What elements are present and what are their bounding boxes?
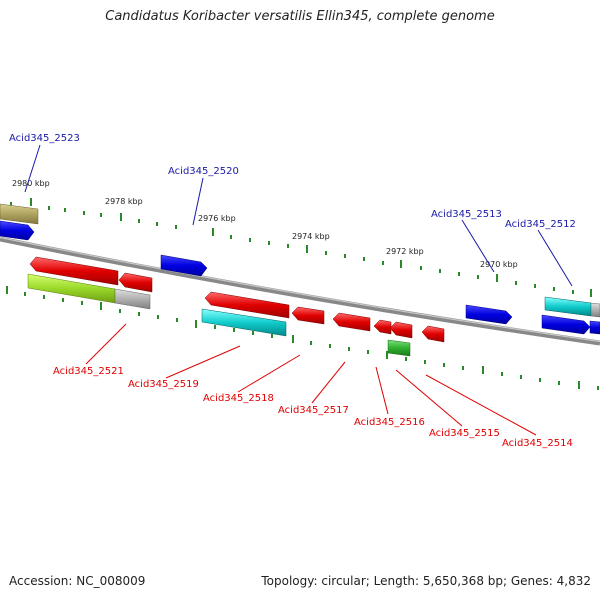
gene-olive[interactable] [0, 203, 39, 225]
bottom-leader-lines [85, 323, 537, 436]
tick-label-2972: 2972 kbp [386, 247, 424, 256]
gene-acid345-2520[interactable] [160, 254, 208, 277]
gene-label-acid345-2512[interactable]: Acid345_2512 [505, 219, 576, 230]
gene-label-acid345-2520[interactable]: Acid345_2520 [168, 166, 239, 177]
gene-acid345-2523[interactable] [0, 220, 35, 241]
gene-acid345-2513[interactable] [465, 304, 513, 325]
tick-label-2976: 2976 kbp [198, 214, 236, 223]
genome-backbone [0, 236, 600, 346]
gene-red-b[interactable] [118, 272, 153, 293]
gene-acid345-2515[interactable] [389, 321, 413, 339]
tick-label-2974: 2974 kbp [292, 232, 330, 241]
accession-text: Accession: NC_008009 [9, 574, 146, 588]
gene-label-acid345-2514[interactable]: Acid345_2514 [502, 438, 573, 449]
tick-label-2978: 2978 kbp [105, 197, 143, 206]
map-title: Candidatus Koribacter versatilis Ellin34… [105, 9, 495, 24]
topology-summary: Topology: circular; Length: 5,650,368 bp… [261, 574, 591, 588]
upper-tick-track [10, 198, 592, 297]
gene-green-small[interactable] [387, 339, 411, 357]
gene-acid345-2516[interactable] [373, 319, 392, 335]
gene-label-acid345-2523[interactable]: Acid345_2523 [9, 133, 80, 144]
tick-label-2970: 2970 kbp [480, 260, 518, 269]
gene-acid345-2514[interactable] [421, 325, 445, 343]
tick-label-2980: 2980 kbp [12, 179, 50, 188]
gene-blue-right[interactable] [541, 314, 591, 335]
gene-red-a[interactable] [29, 256, 119, 286]
gene-grey-right[interactable] [590, 302, 600, 318]
gene-grey-a[interactable] [114, 288, 151, 310]
gene-acid345-2512[interactable] [544, 296, 592, 317]
gene-label-acid345-2517[interactable]: Acid345_2517 [278, 405, 349, 416]
lower-tick-track [6, 286, 599, 390]
gene-blue-edge[interactable] [589, 320, 600, 335]
gene-red-c[interactable] [204, 291, 290, 319]
gene-acid345-2518[interactable] [291, 306, 325, 325]
gene-label-acid345-2515[interactable]: Acid345_2515 [429, 428, 500, 439]
gene-acid345-2519[interactable] [201, 308, 287, 337]
gene-label-acid345-2519[interactable]: Acid345_2519 [128, 379, 199, 390]
gene-label-acid345-2521[interactable]: Acid345_2521 [53, 366, 124, 377]
top-leader-lines [24, 144, 573, 287]
gene-acid345-2517[interactable] [332, 312, 371, 332]
gene-label-acid345-2513[interactable]: Acid345_2513 [431, 209, 502, 220]
gene-label-acid345-2516[interactable]: Acid345_2516 [354, 417, 425, 428]
gene-label-acid345-2518[interactable]: Acid345_2518 [203, 393, 274, 404]
